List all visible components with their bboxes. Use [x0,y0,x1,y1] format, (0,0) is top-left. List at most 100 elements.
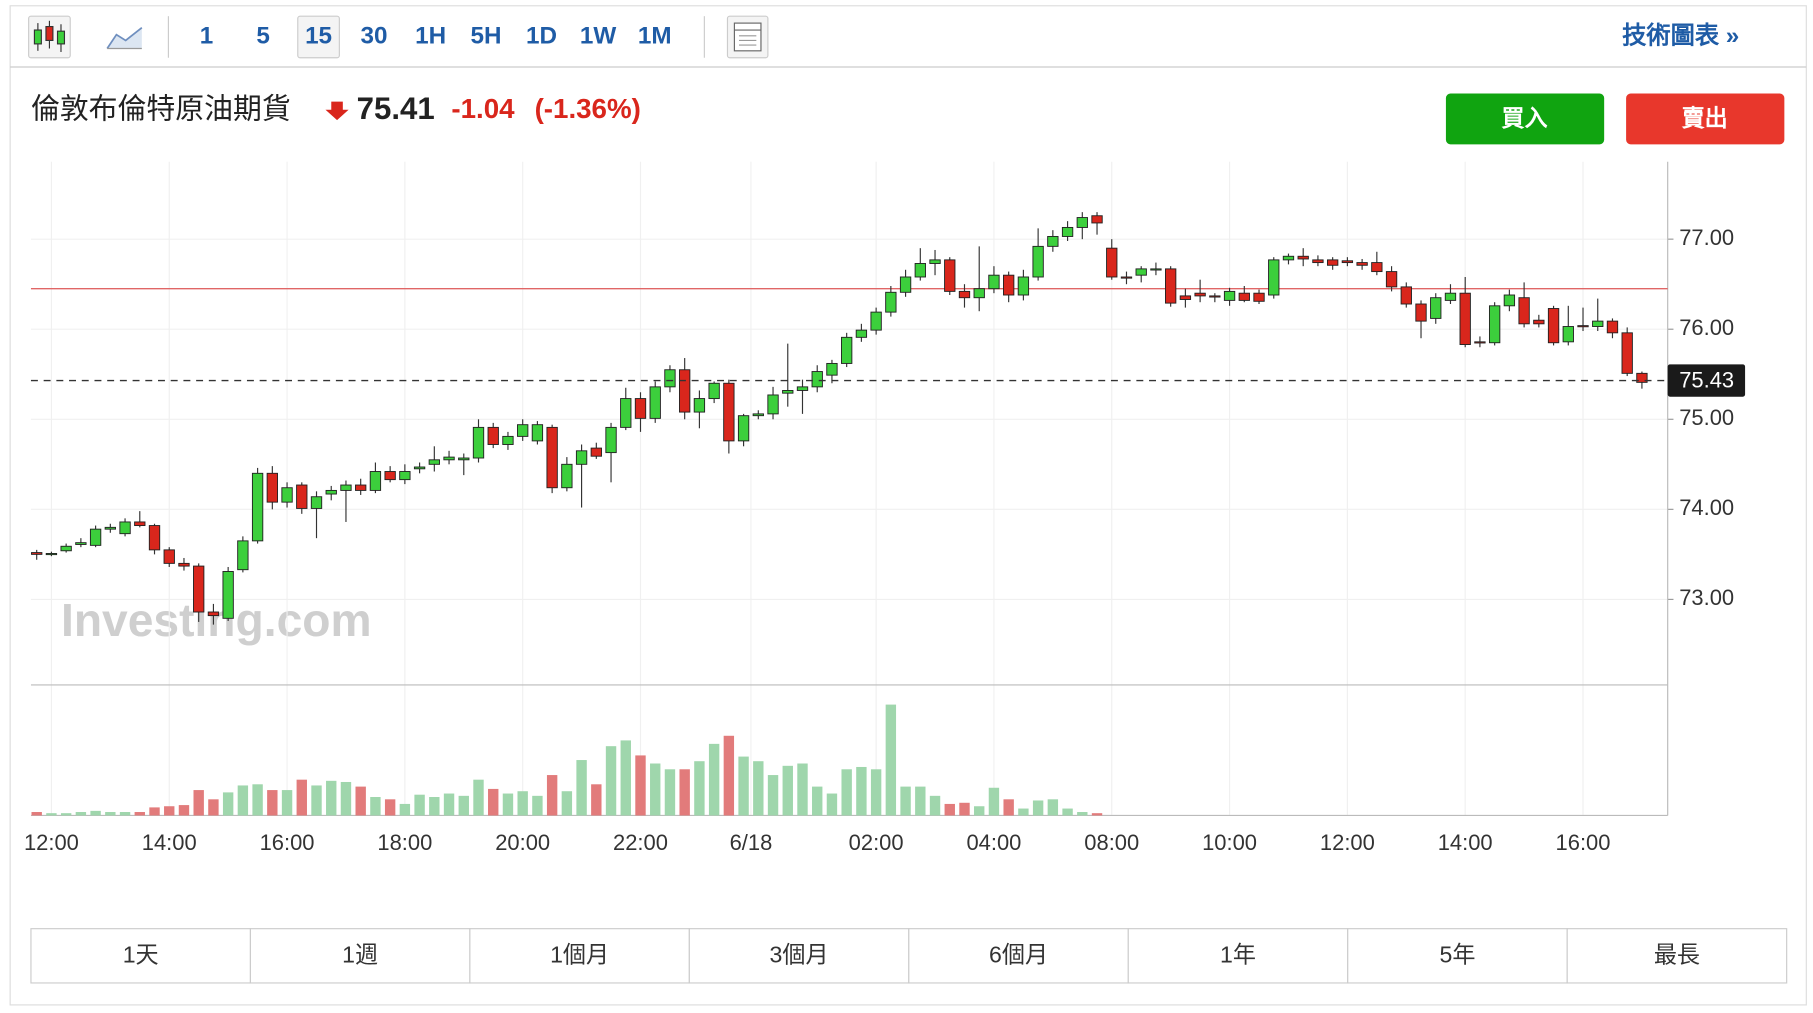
candle-body [1385,271,1398,288]
candle-body [1562,326,1574,343]
interval-button[interactable]: 1W [580,22,616,49]
candle-body [134,521,146,527]
candle-body [251,472,264,542]
buy-button[interactable]: 買入 [1445,93,1605,145]
candle-body [1106,247,1118,278]
volume-bar [576,760,587,816]
candle-body [1326,259,1339,266]
volume-bar [208,799,219,816]
volume-bar [1003,799,1014,816]
volume-bar [797,763,808,816]
layout-button[interactable] [726,15,769,59]
candle-body [944,259,956,292]
y-tick-label: 75.00 [1679,405,1734,430]
range-button[interactable] [1566,928,1788,984]
interval-button[interactable]: 15 [305,22,332,49]
range-label[interactable]: 1個月 [550,942,609,968]
volume-bar [679,769,690,816]
volume-bar [370,797,381,816]
interval-button[interactable]: 1 [200,22,214,49]
range-button[interactable] [30,928,251,984]
candle-body [1076,217,1088,228]
candle-body [1047,235,1059,247]
volume-bar [60,813,72,816]
volume-bar [620,740,631,816]
volume-bar [119,812,131,816]
watermark: Investing.com [61,594,372,646]
candle-type-button[interactable] [28,15,71,59]
range-button[interactable] [688,928,910,984]
candle-body [1032,245,1044,278]
candle-body [1606,320,1619,334]
volume-bar [46,813,57,816]
range-label[interactable]: 1年 [1220,942,1256,968]
candle-body [899,276,912,293]
candle-body [1150,268,1162,271]
buy-label[interactable]: 買入 [1501,105,1547,131]
candle-body [796,386,809,391]
candle-body [60,545,72,552]
range-label[interactable]: 1週 [342,942,378,968]
volume-bar [237,785,249,816]
x-tick-label: 16:00 [260,830,315,855]
candle-body [546,426,558,489]
range-button[interactable] [249,928,471,984]
x-tick-label: 02:00 [849,830,904,855]
candle-body [620,398,632,428]
candle-body [1503,294,1516,307]
candle-body [355,484,367,491]
candle-body [634,398,647,419]
candle-body [1120,276,1133,279]
technical-chart-link[interactable]: 技術圖表 » [1622,21,1739,49]
volume-bar [90,810,101,816]
x-tick-label: 14:00 [1438,830,1493,855]
candle-body [811,371,823,388]
interval-button[interactable]: 5H [471,22,502,49]
candle-body [384,471,396,481]
sell-button[interactable]: 賣出 [1626,93,1785,145]
x-tick-label: 12:00 [1320,830,1375,855]
range-button[interactable] [1127,928,1349,984]
interval-button[interactable]: 1D [526,22,557,49]
candle-body [1061,226,1074,237]
candle-body [119,521,131,535]
volume-bar [782,765,793,816]
candle-body [737,415,750,442]
candle-body [664,369,676,388]
volume-bar [944,803,955,816]
candle-body [973,288,985,299]
range-label[interactable]: 6個月 [989,942,1048,968]
candle-body [1430,297,1442,319]
candle-body [1253,292,1265,302]
volume-bar [311,785,322,816]
range-label[interactable]: 5年 [1440,942,1476,968]
candle-body [1312,259,1324,264]
range-label[interactable]: 最長 [1654,942,1700,968]
range-button[interactable] [908,928,1129,984]
instrument-title: 倫敦布倫特原油期貨 [31,94,291,126]
interval-button[interactable]: 5 [256,22,270,49]
candle-body [590,447,602,457]
range-label[interactable]: 1天 [123,942,159,968]
candle-body [413,466,426,470]
candle-body [885,291,897,313]
volume-bar [281,790,293,816]
candle-body [31,552,43,555]
line-type-button[interactable] [106,27,143,50]
candle-body [266,472,278,503]
volume-bar [517,791,528,816]
candle-body [89,528,102,546]
range-label[interactable]: 3個月 [770,942,829,968]
interval-button[interactable]: 1H [415,22,446,49]
range-button[interactable] [469,928,690,984]
volume-bar [296,779,307,816]
sell-label[interactable]: 賣出 [1682,105,1728,131]
volume-bar [1077,812,1088,816]
volume-bar [1018,808,1029,816]
volume-bar [267,790,278,816]
candle-body [340,484,352,491]
interval-button[interactable]: 1M [638,22,672,49]
interval-button[interactable]: 30 [361,22,388,49]
candle-body [45,553,58,556]
volume-bar [340,781,352,816]
